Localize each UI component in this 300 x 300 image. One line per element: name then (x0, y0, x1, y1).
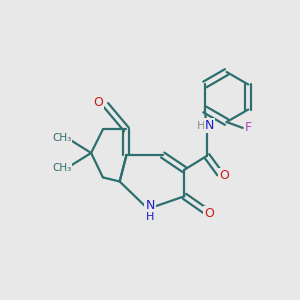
Text: O: O (94, 96, 103, 109)
Text: H: H (197, 121, 205, 131)
Text: O: O (219, 169, 229, 182)
Text: N: N (145, 200, 155, 212)
Text: CH₃: CH₃ (52, 163, 71, 173)
Text: N: N (205, 119, 214, 132)
Text: H: H (146, 212, 154, 222)
Text: O: O (204, 207, 214, 220)
Text: CH₃: CH₃ (52, 133, 71, 143)
Text: F: F (245, 122, 252, 134)
